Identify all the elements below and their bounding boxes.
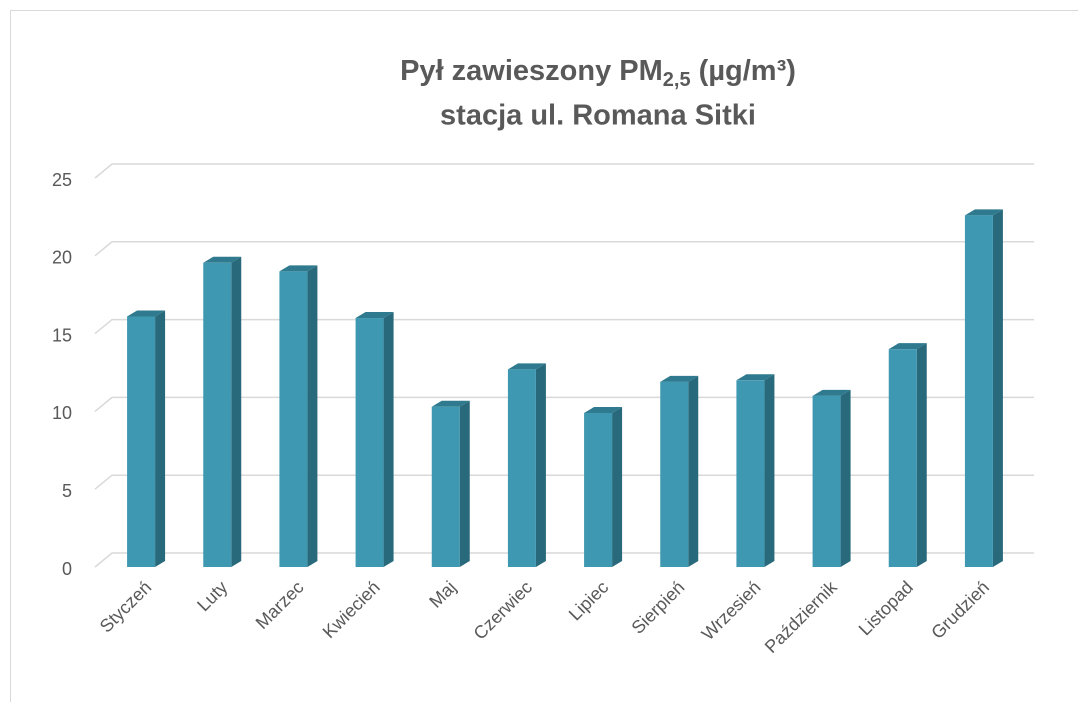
y-tick-label: 5	[62, 481, 72, 501]
bar-front	[279, 271, 308, 567]
bar-front	[431, 406, 460, 567]
bar-front	[812, 395, 841, 567]
chart-subtitle: stacja ul. Romana Sitki	[440, 100, 756, 132]
bar-front	[660, 381, 689, 567]
y-tick-label: 25	[52, 170, 72, 190]
x-tick-label: Październik	[761, 576, 842, 657]
bar-side	[307, 265, 318, 567]
x-tick-label: Marzec	[252, 577, 308, 633]
bar-front	[127, 316, 156, 567]
bar	[355, 312, 394, 567]
x-tick-label: Kwiecień	[319, 577, 384, 642]
grid-line	[94, 318, 1034, 335]
bar-top	[736, 374, 775, 381]
bar-side	[764, 374, 775, 567]
chart-border	[10, 10, 1078, 702]
chart-title: Pył zawieszony PM2,5 (µg/m³)	[400, 55, 796, 92]
bar	[203, 256, 242, 567]
x-tick-label: Sierpień	[628, 577, 689, 638]
x-tick-label: Czerwiec	[470, 577, 536, 643]
bar-top	[355, 312, 394, 319]
y-tick-label: 20	[52, 248, 72, 268]
bar	[584, 406, 623, 567]
bar-front	[888, 349, 917, 567]
y-tick-label: 15	[52, 325, 72, 345]
bar-front	[355, 318, 384, 567]
bar-top	[660, 375, 699, 382]
bar-side	[840, 389, 851, 567]
bar-top	[431, 400, 470, 407]
grid-line	[94, 241, 1034, 257]
bar-top	[507, 363, 546, 370]
x-tick-label: Grudzień	[927, 577, 993, 643]
bar	[964, 209, 1003, 567]
bar	[279, 265, 318, 567]
bar-top	[203, 256, 242, 263]
bar	[507, 363, 546, 567]
x-tick-label: Wrzesień	[698, 577, 765, 644]
x-tick-label: Luty	[193, 577, 231, 615]
x-tick-label: Maj	[425, 577, 460, 612]
bar-side	[612, 406, 623, 567]
x-tick-label: Lipiec	[565, 577, 612, 624]
bar-side	[231, 256, 242, 567]
bar-side	[916, 343, 927, 567]
bar-front	[203, 262, 232, 567]
grid-line	[94, 396, 1034, 412]
bar-top	[279, 265, 318, 272]
bar-side	[535, 363, 546, 567]
bar-top	[812, 389, 851, 396]
bar-top	[964, 209, 1003, 216]
bar	[660, 375, 699, 567]
bar	[736, 374, 775, 567]
bar	[431, 400, 470, 567]
x-tick-label: Styczeń	[96, 577, 155, 636]
grid-line	[94, 474, 1034, 490]
bar-side	[383, 312, 394, 567]
bar-front	[584, 412, 613, 567]
x-tick-label: Listopad	[855, 577, 917, 639]
bar	[812, 389, 851, 567]
y-tick-label: 10	[52, 403, 72, 423]
bar-side	[992, 209, 1003, 567]
bar-front	[507, 369, 536, 567]
bar-side	[155, 310, 166, 567]
bar-top	[888, 343, 927, 350]
bar	[127, 310, 166, 567]
bar-front	[736, 380, 765, 567]
bar-side	[688, 375, 699, 567]
bar-front	[964, 215, 993, 567]
bar-top	[584, 406, 623, 413]
grid-line	[94, 552, 1034, 568]
y-tick-label: 0	[62, 559, 72, 579]
grid-line	[94, 163, 1034, 179]
bar	[888, 343, 927, 567]
bar-side	[459, 400, 470, 567]
bar-top	[127, 310, 166, 317]
